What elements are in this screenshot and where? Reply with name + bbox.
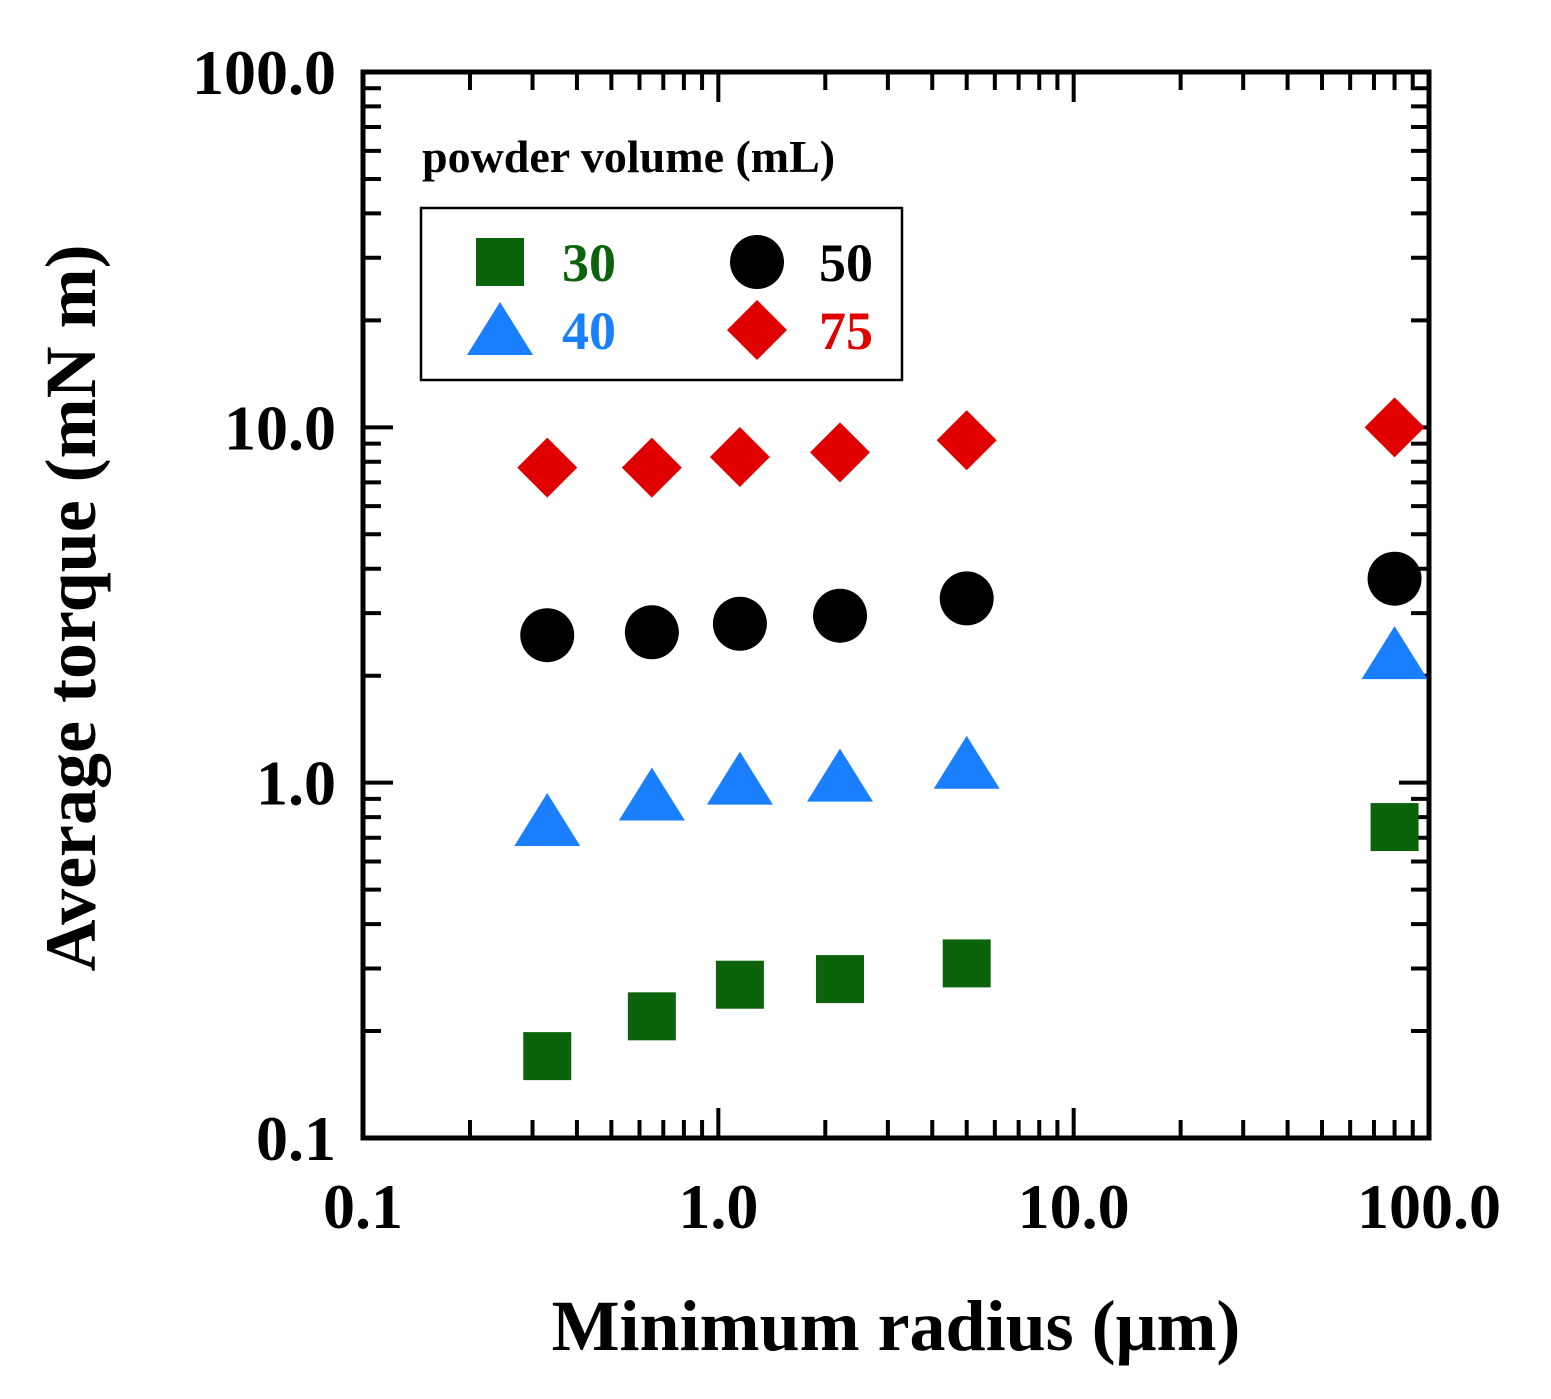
- series-30: [523, 803, 1419, 1081]
- legend-label-30: 30: [562, 233, 616, 293]
- data-point-40: [706, 751, 773, 805]
- axis-ticks: [361, 70, 1431, 1140]
- data-point-40: [1361, 626, 1428, 680]
- x-tick-label: 1.0: [678, 1171, 758, 1242]
- x-tick-label: 0.1: [323, 1171, 403, 1242]
- y-tick-label: 0.1: [256, 1103, 336, 1174]
- legend: 30 40 50 75: [467, 233, 873, 361]
- data-point-40: [807, 748, 874, 802]
- data-point-50: [624, 605, 679, 660]
- y-tick-label: 1.0: [256, 748, 336, 819]
- legend-marker-50: [730, 235, 784, 289]
- data-point-30: [942, 939, 991, 988]
- series-75: [517, 397, 1425, 498]
- tick-labels: 0.1 1.0 10.0 100.0 0.1 1.0 10.0 100.0: [192, 37, 1501, 1242]
- data-point-30: [715, 960, 764, 1009]
- data-point-75: [936, 410, 997, 471]
- x-axis-title: Minimum radius (μm): [552, 1286, 1241, 1366]
- y-tick-label: 100.0: [192, 37, 336, 108]
- plot-frame: [360, 69, 1432, 1141]
- legend-marker-75: [727, 300, 787, 360]
- data-point-50: [520, 608, 575, 663]
- data-points: [514, 397, 1428, 1081]
- series-50: [520, 551, 1422, 663]
- x-tick-label: 100.0: [1357, 1171, 1501, 1242]
- legend-label-50: 50: [819, 233, 873, 293]
- data-point-50: [813, 588, 868, 643]
- data-point-50: [939, 571, 994, 626]
- legend-label-75: 75: [819, 301, 873, 361]
- legend-marker-40: [467, 302, 533, 355]
- data-point-30: [816, 955, 865, 1004]
- data-point-30: [1370, 803, 1419, 852]
- legend-title: powder volume (mL): [422, 131, 835, 182]
- legend-label-40: 40: [562, 301, 616, 361]
- data-point-30: [523, 1032, 572, 1081]
- data-point-40: [933, 735, 1000, 789]
- data-point-75: [1364, 397, 1425, 458]
- data-point-30: [627, 992, 676, 1041]
- data-point-75: [709, 427, 770, 488]
- y-axis-title: Average torque (mN m): [31, 244, 111, 971]
- data-point-50: [712, 596, 767, 651]
- legend-marker-30: [476, 238, 524, 286]
- data-point-75: [810, 422, 871, 483]
- data-point-40: [514, 793, 581, 847]
- series-40: [514, 626, 1428, 847]
- data-point-40: [618, 767, 685, 821]
- data-point-50: [1367, 551, 1422, 606]
- y-tick-label: 10.0: [224, 392, 336, 463]
- x-tick-label: 10.0: [1018, 1171, 1130, 1242]
- data-point-75: [621, 437, 682, 498]
- data-point-75: [517, 437, 578, 498]
